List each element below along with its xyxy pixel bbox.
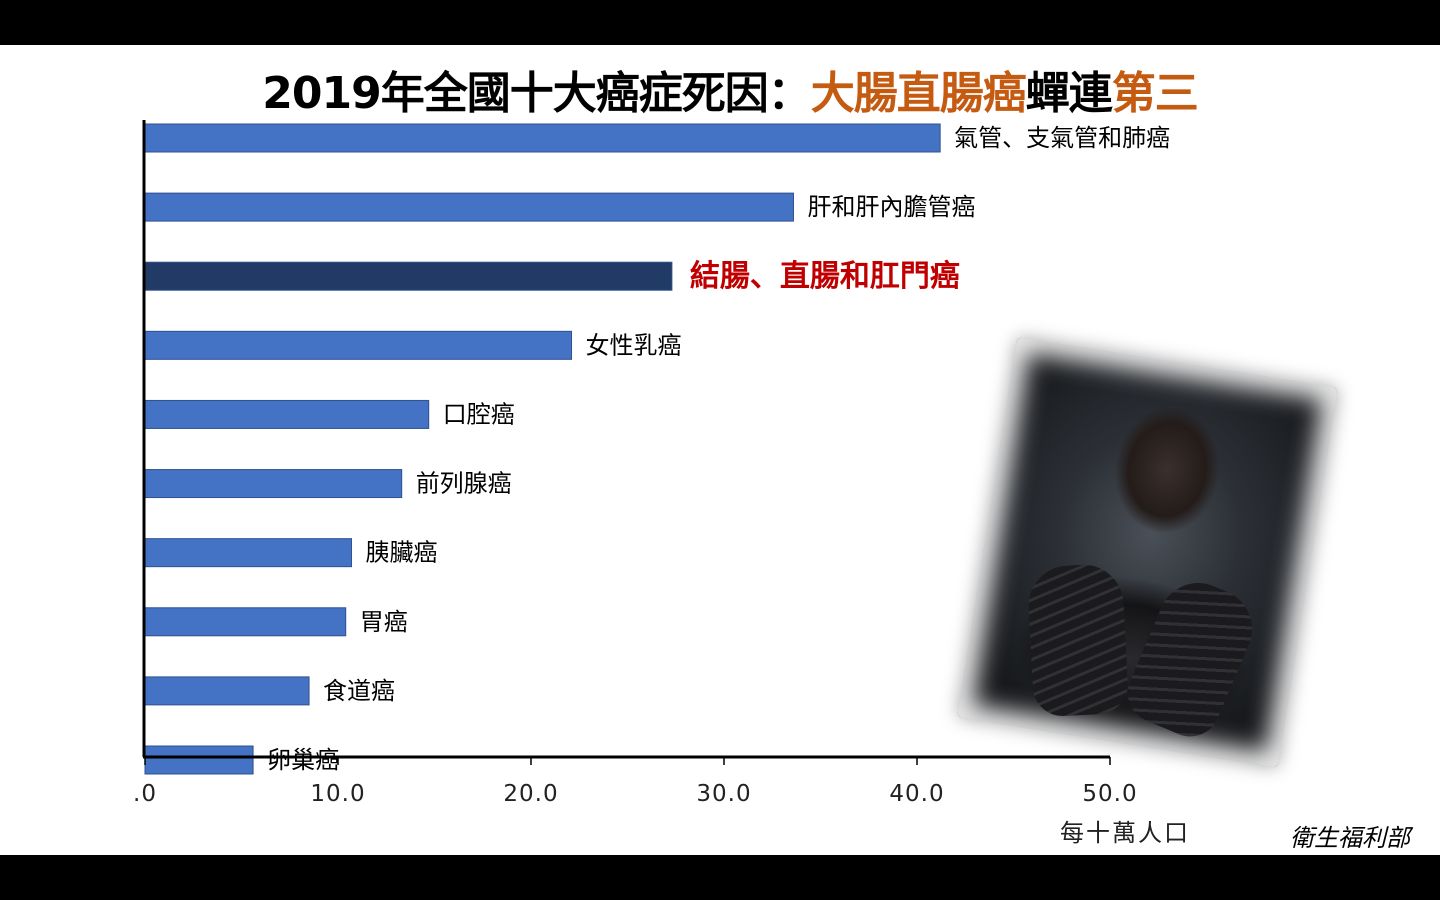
bar-1 xyxy=(144,192,794,222)
bar-7 xyxy=(144,607,347,637)
bar-label-8: 食道癌 xyxy=(323,677,395,705)
x-tick-label-0: .0 xyxy=(133,781,157,807)
bar-0 xyxy=(144,123,941,153)
glove-shape-right xyxy=(1118,570,1265,746)
x-tick-label-5: 50.0 xyxy=(1082,781,1137,807)
bar-label-3: 女性乳癌 xyxy=(586,331,682,359)
x-tick-label-3: 30.0 xyxy=(696,781,751,807)
x-tick-label-4: 40.0 xyxy=(889,781,944,807)
glove-shape-left xyxy=(1026,562,1130,718)
title-part-4: 第三 xyxy=(1111,68,1199,119)
bar-6 xyxy=(144,538,353,568)
bar-9 xyxy=(144,745,254,775)
bar-label-4: 口腔癌 xyxy=(443,400,515,428)
chart-title: 2019年全國十大癌症死因：大腸直腸癌蟬連第三 xyxy=(0,57,1440,121)
x-axis-label: 每十萬人口 xyxy=(1060,819,1190,847)
bar-3 xyxy=(144,330,573,360)
title-part-1: 2019年全國十大癌症死因： xyxy=(262,68,811,119)
bar-label-0: 氣管、支氣管和肺癌 xyxy=(954,124,1170,152)
x-tick-label-2: 20.0 xyxy=(503,781,558,807)
slide: 2019年全國十大癌症死因：大腸直腸癌蟬連第三 氣管、支氣管和肺癌肝和肝內膽管癌… xyxy=(0,45,1440,855)
person-photo-icon xyxy=(956,336,1339,769)
bar-2 xyxy=(144,261,673,291)
bar-label-1: 肝和肝內膽管癌 xyxy=(807,193,975,221)
x-tick-label-1: 10.0 xyxy=(310,781,365,807)
bar-label-7: 胃癌 xyxy=(360,608,408,636)
bar-label-5: 前列腺癌 xyxy=(416,470,512,498)
title-part-3: 蟬連 xyxy=(1025,68,1113,119)
bar-label-2: 結腸、直腸和肛門癌 xyxy=(690,259,960,294)
title-part-2: 大腸直腸癌 xyxy=(810,68,1027,119)
bar-4 xyxy=(144,399,430,429)
source-label: 衛生福利部 xyxy=(1290,824,1410,852)
bar-chart: 氣管、支氣管和肺癌肝和肝內膽管癌結腸、直腸和肛門癌女性乳癌口腔癌前列腺癌胰臟癌胃… xyxy=(133,120,1190,847)
bar-label-9: 卵巢癌 xyxy=(267,746,339,774)
bar-8 xyxy=(144,676,310,706)
bar-5 xyxy=(144,469,403,499)
bar-label-6: 胰臟癌 xyxy=(366,539,438,567)
